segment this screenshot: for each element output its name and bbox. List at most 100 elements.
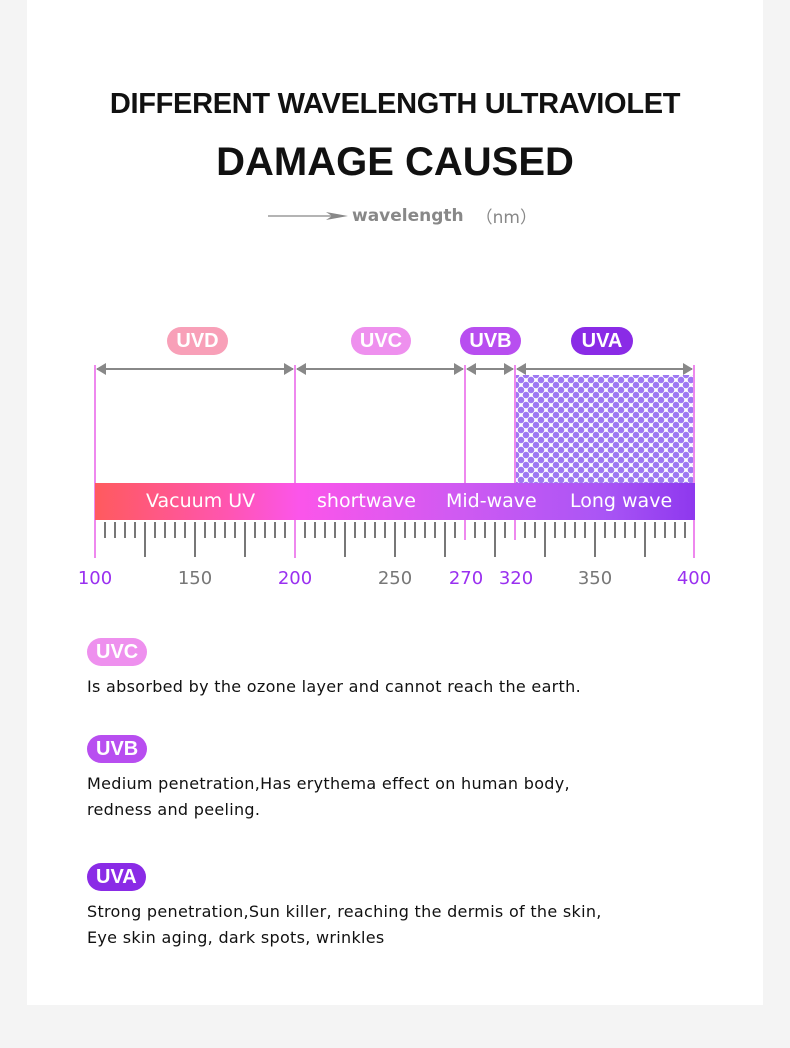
description-badge: UVB xyxy=(87,735,148,763)
scale-label: 270 xyxy=(448,568,484,589)
wavelength-unit: （nm） xyxy=(475,208,537,228)
tick-mark xyxy=(314,522,316,538)
tick-mark xyxy=(144,522,146,557)
wavelength-word: wavelength xyxy=(352,205,464,226)
tick-mark xyxy=(524,522,526,538)
tick-mark xyxy=(364,522,366,538)
tick-mark xyxy=(564,522,566,538)
description-uvc: UVC Is absorbed by the ozone layer and c… xyxy=(87,638,581,700)
tick-mark xyxy=(504,522,506,538)
tick-mark xyxy=(444,522,446,557)
tick-mark xyxy=(574,522,576,538)
tick-mark xyxy=(164,522,166,538)
description-uva: UVA Strong penetration,Sun killer, reach… xyxy=(87,863,602,951)
tick-mark xyxy=(334,522,336,538)
tick-mark xyxy=(354,522,356,538)
spectrum-bar xyxy=(95,483,695,520)
tick-mark xyxy=(234,522,236,538)
boundary-line-200 xyxy=(294,365,296,558)
description-text: Eye skin aging, dark spots, wrinkles xyxy=(87,928,385,947)
scale-label: 100 xyxy=(77,568,113,589)
description-badge: UVA xyxy=(87,863,146,891)
bar-label-shortwave: shortwave xyxy=(317,490,416,512)
tick-mark xyxy=(154,522,156,538)
scale-label: 150 xyxy=(177,568,213,589)
uva-dot-pattern xyxy=(516,375,693,483)
tick-mark xyxy=(274,522,276,538)
scale-label: 350 xyxy=(577,568,613,589)
tick-mark xyxy=(644,522,646,557)
description-text: Strong penetration,Sun killer, reaching … xyxy=(87,902,602,921)
scale-label: 200 xyxy=(277,568,313,589)
tick-mark xyxy=(124,522,126,538)
tick-mark xyxy=(224,522,226,538)
tick-mark xyxy=(384,522,386,538)
tick-mark xyxy=(414,522,416,538)
range-arrow-uva xyxy=(516,363,693,375)
tick-mark xyxy=(494,522,496,557)
description-text: redness and peeling. xyxy=(87,800,261,819)
tick-mark xyxy=(214,522,216,538)
tick-mark xyxy=(544,522,546,557)
boundary-line-100 xyxy=(94,365,96,558)
tick-mark xyxy=(404,522,406,538)
scale-label: 250 xyxy=(377,568,413,589)
arrow-right-icon xyxy=(268,211,348,220)
tick-mark xyxy=(604,522,606,538)
tick-mark xyxy=(114,522,116,538)
tick-mark xyxy=(194,522,196,557)
range-arrow-uvb xyxy=(466,363,514,375)
tick-mark xyxy=(634,522,636,538)
tick-mark xyxy=(674,522,676,538)
boundary-line-320 xyxy=(514,365,516,540)
tick-mark xyxy=(204,522,206,538)
title-line-2: DAMAGE CAUSED xyxy=(216,140,574,184)
tick-mark xyxy=(534,522,536,538)
description-text: Medium penetration,Has erythema effect o… xyxy=(87,774,570,793)
tick-mark xyxy=(474,522,476,538)
wavelength-axis-label: wavelength （nm） xyxy=(268,203,537,228)
description-badge: UVC xyxy=(87,638,148,666)
tick-mark xyxy=(684,522,686,538)
boundary-line-270 xyxy=(464,365,466,540)
bar-label-long-wave: Long wave xyxy=(570,490,673,512)
tick-mark xyxy=(374,522,376,538)
band-badge-uvb: UVB xyxy=(460,327,521,355)
scale-label: 400 xyxy=(676,568,712,589)
tick-mark xyxy=(664,522,666,538)
tick-mark xyxy=(424,522,426,538)
tick-mark xyxy=(284,522,286,538)
tick-mark xyxy=(454,522,456,538)
band-badge-uvc: UVC xyxy=(351,327,411,355)
tick-mark xyxy=(344,522,346,557)
tick-mark xyxy=(554,522,556,538)
tick-mark xyxy=(324,522,326,538)
tick-mark xyxy=(434,522,436,538)
tick-mark xyxy=(254,522,256,538)
title-line-1: DIFFERENT WAVELENGTH ULTRAVIOLET xyxy=(109,88,681,120)
tick-mark xyxy=(484,522,486,538)
tick-mark xyxy=(654,522,656,538)
description-uvb: UVB Medium penetration,Has erythema effe… xyxy=(87,735,570,823)
bar-label-mid-wave: Mid-wave xyxy=(446,490,537,512)
tick-mark xyxy=(174,522,176,538)
tick-mark xyxy=(134,522,136,538)
tick-mark xyxy=(584,522,586,538)
tick-mark xyxy=(624,522,626,538)
tick-mark xyxy=(244,522,246,557)
boundary-line-400 xyxy=(693,365,695,558)
bar-label-vacuum-uv: Vacuum UV xyxy=(146,490,256,512)
band-badge-uva: UVA xyxy=(571,327,633,355)
band-badge-uvd: UVD xyxy=(167,327,228,355)
tick-mark xyxy=(594,522,596,557)
range-arrow-uvc xyxy=(296,363,464,375)
tick-mark xyxy=(394,522,396,557)
description-text: Is absorbed by the ozone layer and canno… xyxy=(87,677,581,696)
scale-label: 320 xyxy=(498,568,534,589)
tick-mark xyxy=(184,522,186,538)
tick-mark xyxy=(614,522,616,538)
range-arrow-uvd xyxy=(96,363,294,375)
tick-mark xyxy=(304,522,306,538)
tick-mark xyxy=(264,522,266,538)
tick-mark xyxy=(104,522,106,538)
